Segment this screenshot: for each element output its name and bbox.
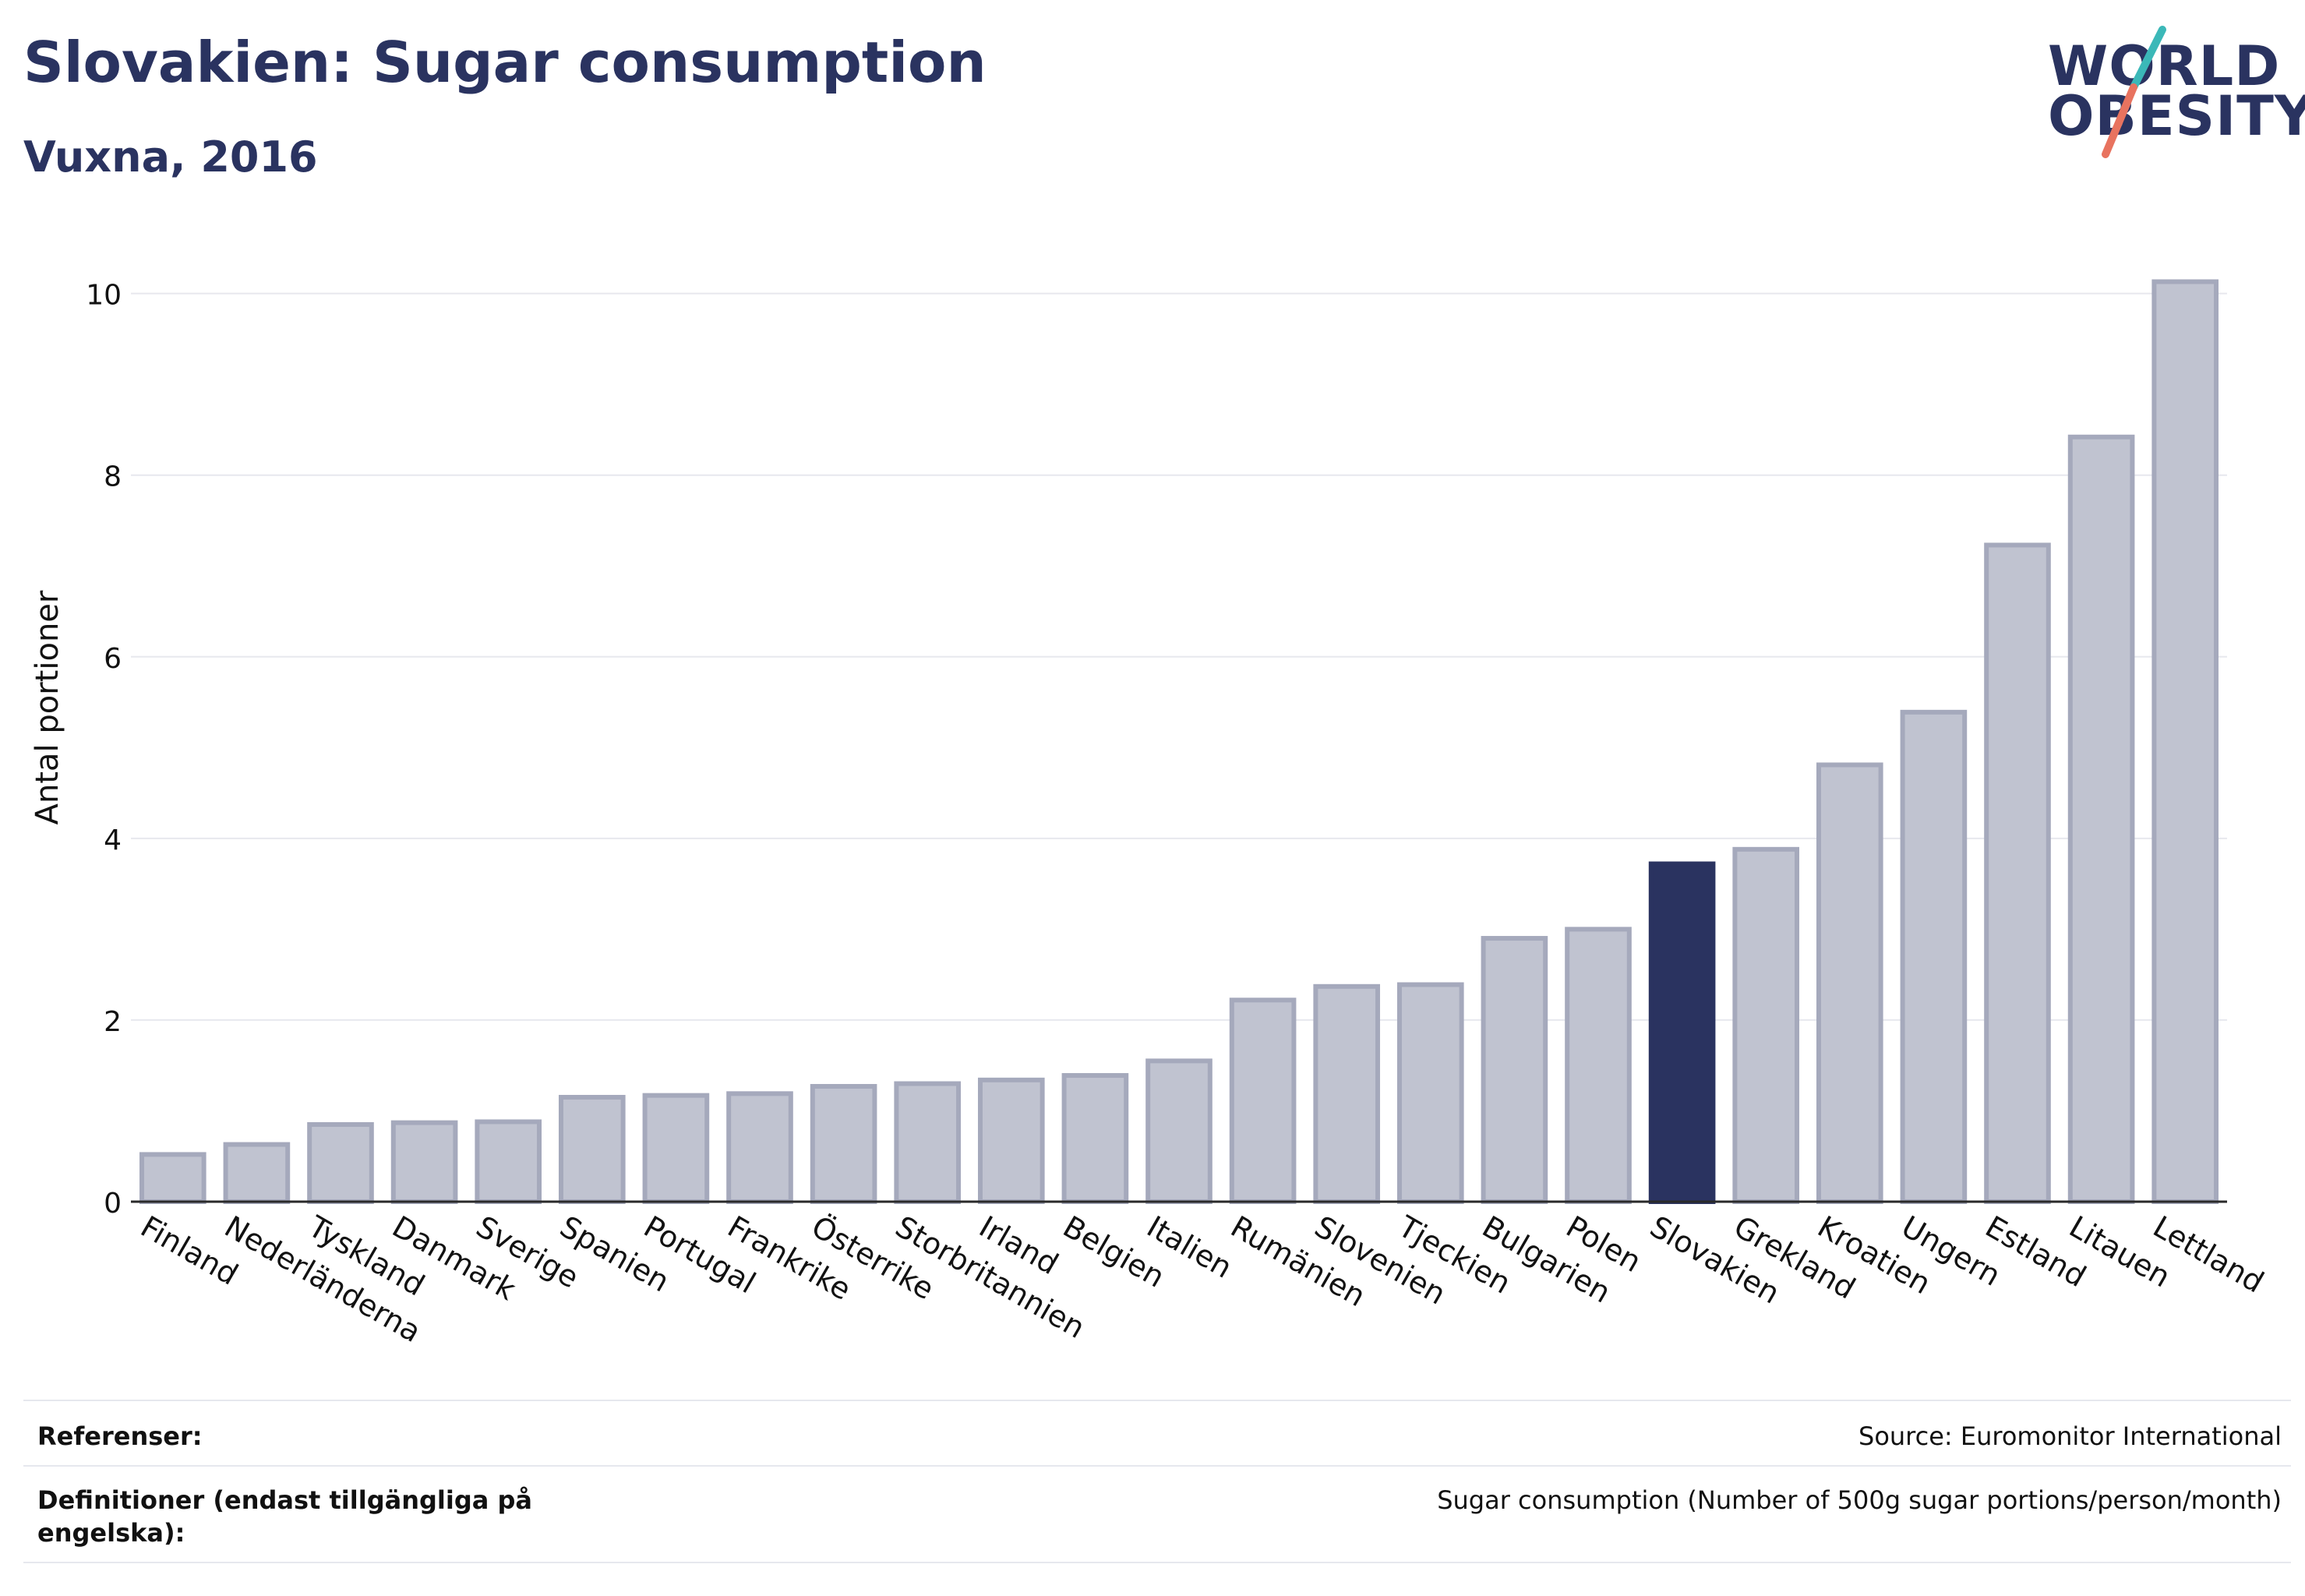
x-tick-label: Lettland — [2148, 1209, 2270, 1300]
bar-tyskland — [307, 1121, 374, 1204]
definitions-value: Sugar consumption (Number of 500g sugar … — [1437, 1485, 2282, 1515]
world-obesity-logo: WORLD OBESITY — [2034, 23, 2305, 164]
definitions-label: Definitioner (endast tillgängliga på eng… — [37, 1485, 532, 1548]
bar-kroatien — [1816, 762, 1883, 1204]
bar-sverige — [475, 1119, 542, 1205]
references-value: Source: Euromonitor International — [1858, 1421, 2282, 1451]
bar-portugal — [642, 1093, 710, 1205]
logo-word-obesity: OBESITY — [2048, 84, 2305, 148]
bar-slovenien — [1313, 983, 1381, 1204]
footer-divider-middle — [23, 1465, 2291, 1467]
logo-slash-icon — [2102, 26, 2166, 158]
bar-nederländerna — [223, 1142, 291, 1205]
bar-slovakien — [1648, 861, 1716, 1204]
bars — [139, 279, 2219, 1205]
y-tick-label: 8 — [104, 461, 122, 493]
bar-litauen — [2067, 434, 2135, 1204]
bar-tjeckien — [1396, 982, 1464, 1204]
x-tick-label: Finland — [135, 1209, 244, 1292]
bar-italien — [1145, 1058, 1213, 1204]
bar-finland — [139, 1152, 206, 1205]
bar-rumänien — [1229, 998, 1297, 1205]
y-tick-label: 0 — [104, 1188, 122, 1220]
bar-estland — [1984, 542, 2051, 1204]
bar-belgien — [1061, 1073, 1129, 1205]
bar-spanien — [558, 1094, 626, 1204]
y-tick-label: 2 — [104, 1006, 122, 1038]
footer-divider-top — [23, 1400, 2291, 1401]
bar-polen — [1565, 927, 1632, 1205]
bar-frankrike — [726, 1091, 793, 1204]
bar-österrike — [810, 1083, 877, 1204]
chart-title: Slovakien: Sugar consumption — [23, 30, 987, 95]
bar-lettland — [2151, 279, 2219, 1205]
bar-grekland — [1732, 846, 1800, 1205]
bar-bulgarien — [1481, 936, 1548, 1204]
footer-divider-bottom — [23, 1562, 2291, 1563]
bar-irland — [977, 1077, 1045, 1205]
y-tick-label: 4 — [104, 824, 122, 856]
y-tick-label: 6 — [104, 643, 122, 675]
bar-ungern — [1900, 709, 1968, 1204]
logo-word-world: WORLD — [2048, 34, 2281, 98]
chart-subtitle: Vuxna, 2016 — [23, 132, 318, 182]
y-axis-label: Antal portioner — [30, 590, 65, 824]
bar-storbritannien — [894, 1081, 962, 1204]
bar-danmark — [390, 1120, 458, 1205]
y-tick-label: 10 — [86, 280, 122, 312]
references-label: Referenser: — [37, 1421, 203, 1451]
bar-chart: 0246810FinlandNederländernaTysklandDanma… — [30, 279, 2270, 1349]
